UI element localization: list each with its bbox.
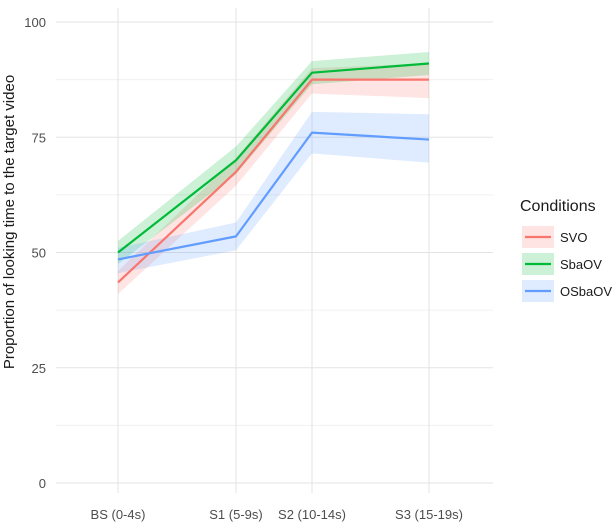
y-tick-label: 50 — [32, 246, 46, 261]
y-tick-label: 0 — [39, 476, 46, 491]
x-tick-label: BS (0-4s) — [91, 507, 146, 522]
y-tick-label: 25 — [32, 361, 46, 376]
series-line-sbaov — [117, 62, 430, 254]
y-tick-label: 100 — [24, 15, 46, 30]
confidence-ribbons — [118, 51, 429, 294]
x-tick-label: S1 (5-9s) — [209, 507, 262, 522]
legend-label-svo: SVO — [560, 230, 587, 245]
x-tick-label: S3 (15-19s) — [395, 507, 463, 522]
series-line-osbaov — [117, 131, 430, 261]
legend-label-osbaov: OSbaOV — [560, 284, 612, 299]
legend-title: Conditions — [520, 198, 596, 215]
y-tick-label: 75 — [32, 130, 46, 145]
series-lines — [117, 62, 430, 284]
y-tick-labels: 0 25 50 75 100 — [24, 15, 46, 491]
legend-label-sbaov: SbaOV — [560, 257, 602, 272]
y-axis-label: Proportion of looking time to the target… — [1, 75, 18, 369]
legend: Conditions SVO SbaOV OSbaOV — [520, 198, 612, 302]
ribbon-sbaov — [118, 51, 429, 265]
x-tick-label: S2 (10-14s) — [278, 507, 346, 522]
series-line-svo — [117, 78, 429, 284]
grid-layer — [56, 8, 493, 493]
legend-items: SVO SbaOV OSbaOV — [522, 226, 612, 302]
ribbon-osbaov — [118, 111, 429, 274]
ribbon-svo — [118, 63, 429, 294]
x-tick-labels: BS (0-4s) S1 (5-9s) S2 (10-14s) S3 (15-19s) — [91, 507, 463, 522]
